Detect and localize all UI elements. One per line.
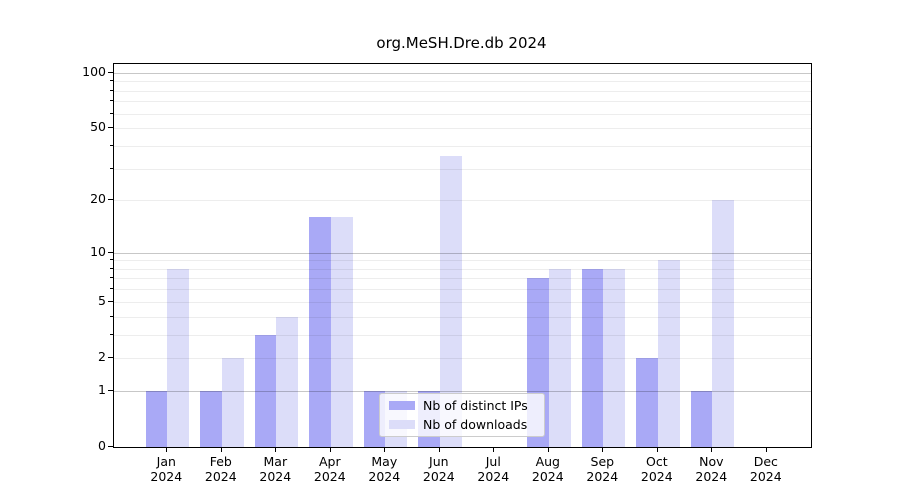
- x-tick-label-jan: Jan 2024: [150, 454, 183, 484]
- minor-gridline-8: [114, 268, 811, 270]
- legend-item-downloads: Nb of downloads: [389, 417, 535, 432]
- x-tick-label-jun: Jun 2024: [422, 454, 455, 484]
- y-minor-tick-mark: [110, 167, 113, 169]
- y-tick-label-5: 5: [98, 292, 106, 308]
- bar-distinct-ips-jan: [145, 390, 168, 447]
- y-tick-label-100: 100: [82, 63, 106, 79]
- minor-gridline-60: [114, 113, 811, 115]
- y-tick-mark: [108, 389, 113, 391]
- legend-swatch-distinct-ips: [389, 401, 415, 410]
- minor-gridline-5: [114, 301, 811, 303]
- y-minor-tick-mark: [110, 100, 113, 102]
- minor-gridline-80: [114, 90, 811, 92]
- x-tick-mark: [493, 447, 495, 452]
- y-tick-mark: [108, 446, 113, 447]
- bar-distinct-ips-feb: [200, 390, 222, 447]
- y-minor-tick-mark: [110, 300, 113, 302]
- x-tick-label-aug: Aug 2024: [531, 454, 564, 484]
- minor-gridline-3: [114, 334, 811, 336]
- y-minor-tick-mark: [110, 267, 113, 269]
- y-minor-tick-mark: [110, 259, 113, 261]
- major-gridline-100: [114, 72, 811, 74]
- minor-gridline-4: [114, 316, 811, 318]
- x-tick-label-jul: Jul 2024: [477, 454, 510, 484]
- major-gridline-10: [114, 252, 811, 254]
- minor-gridline-9: [114, 260, 811, 262]
- bar-downloads-jun: [439, 156, 462, 447]
- x-tick-label-apr: Apr 2024: [313, 454, 346, 484]
- x-tick-label-dec: Dec 2024: [749, 454, 782, 484]
- x-tick-mark: [656, 447, 658, 452]
- bar-distinct-ips-sep: [581, 268, 604, 447]
- y-tick-label-1: 1: [98, 381, 106, 397]
- minor-gridline-50: [114, 128, 811, 130]
- x-tick-label-sep: Sep 2024: [586, 454, 619, 484]
- x-tick-mark: [329, 447, 331, 452]
- x-tick-label-feb: Feb 2024: [204, 454, 237, 484]
- bar-downloads-jan: [167, 268, 190, 447]
- y-tick-label-20: 20: [90, 191, 106, 207]
- legend-item-distinct-ips: Nb of distinct IPs: [389, 398, 535, 413]
- bar-downloads-oct: [657, 260, 680, 447]
- y-minor-tick-mark: [110, 288, 113, 290]
- y-minor-tick-mark: [110, 89, 113, 91]
- minor-gridline-20: [114, 200, 811, 202]
- x-tick-mark: [602, 447, 604, 452]
- bar-downloads-aug: [548, 268, 571, 447]
- minor-gridline-2: [114, 357, 811, 359]
- major-gridline-1: [114, 390, 811, 392]
- minor-gridline-7: [114, 278, 811, 280]
- y-minor-tick-mark: [110, 127, 113, 129]
- x-tick-mark: [438, 447, 440, 452]
- x-tick-mark: [384, 447, 386, 452]
- y-minor-tick-mark: [110, 333, 113, 335]
- y-tick-mark: [108, 71, 113, 73]
- bar-distinct-ips-oct: [636, 357, 658, 447]
- minor-gridline-6: [114, 289, 811, 291]
- y-minor-tick-mark: [110, 315, 113, 317]
- x-tick-mark: [547, 447, 549, 452]
- x-tick-label-mar: Mar 2024: [259, 454, 292, 484]
- bar-distinct-ips-nov: [690, 390, 713, 447]
- x-tick-mark: [711, 447, 713, 452]
- minor-gridline-90: [114, 81, 811, 83]
- chart-legend: Nb of distinct IPs Nb of downloads: [379, 393, 545, 437]
- y-minor-tick-mark: [110, 199, 113, 201]
- chart-title: org.MeSH.Dre.db 2024: [376, 34, 547, 52]
- y-tick-label-2: 2: [98, 348, 106, 364]
- legend-label-downloads: Nb of downloads: [423, 417, 528, 432]
- x-tick-mark: [275, 447, 277, 452]
- bar-downloads-feb: [221, 357, 244, 447]
- bar-distinct-ips-apr: [309, 217, 331, 447]
- x-tick-label-oct: Oct 2024: [640, 454, 673, 484]
- y-minor-tick-mark: [110, 144, 113, 146]
- y-tick-label-0: 0: [98, 438, 106, 453]
- bar-distinct-ips-mar: [254, 334, 277, 447]
- legend-label-distinct-ips: Nb of distinct IPs: [423, 398, 528, 413]
- legend-swatch-downloads: [389, 420, 415, 429]
- y-minor-tick-mark: [110, 80, 113, 82]
- x-tick-mark: [220, 447, 222, 452]
- y-minor-tick-mark: [110, 356, 113, 358]
- minor-gridline-70: [114, 101, 811, 103]
- bar-downloads-nov: [712, 200, 735, 447]
- minor-gridline-30: [114, 168, 811, 170]
- bar-downloads-sep: [603, 268, 626, 447]
- bar-downloads-apr: [330, 217, 353, 447]
- x-tick-label-nov: Nov 2024: [695, 454, 728, 484]
- x-tick-mark: [166, 447, 168, 452]
- y-tick-label-50: 50: [90, 119, 106, 135]
- x-tick-mark: [765, 447, 767, 452]
- plot-area: [113, 63, 812, 448]
- x-tick-label-may: May 2024: [368, 454, 401, 484]
- y-minor-tick-mark: [110, 112, 113, 114]
- y-minor-tick-mark: [110, 277, 113, 279]
- minor-gridline-40: [114, 145, 811, 147]
- y-tick-mark: [108, 251, 113, 253]
- bar-downloads-mar: [276, 316, 299, 447]
- y-tick-label-10: 10: [90, 243, 106, 259]
